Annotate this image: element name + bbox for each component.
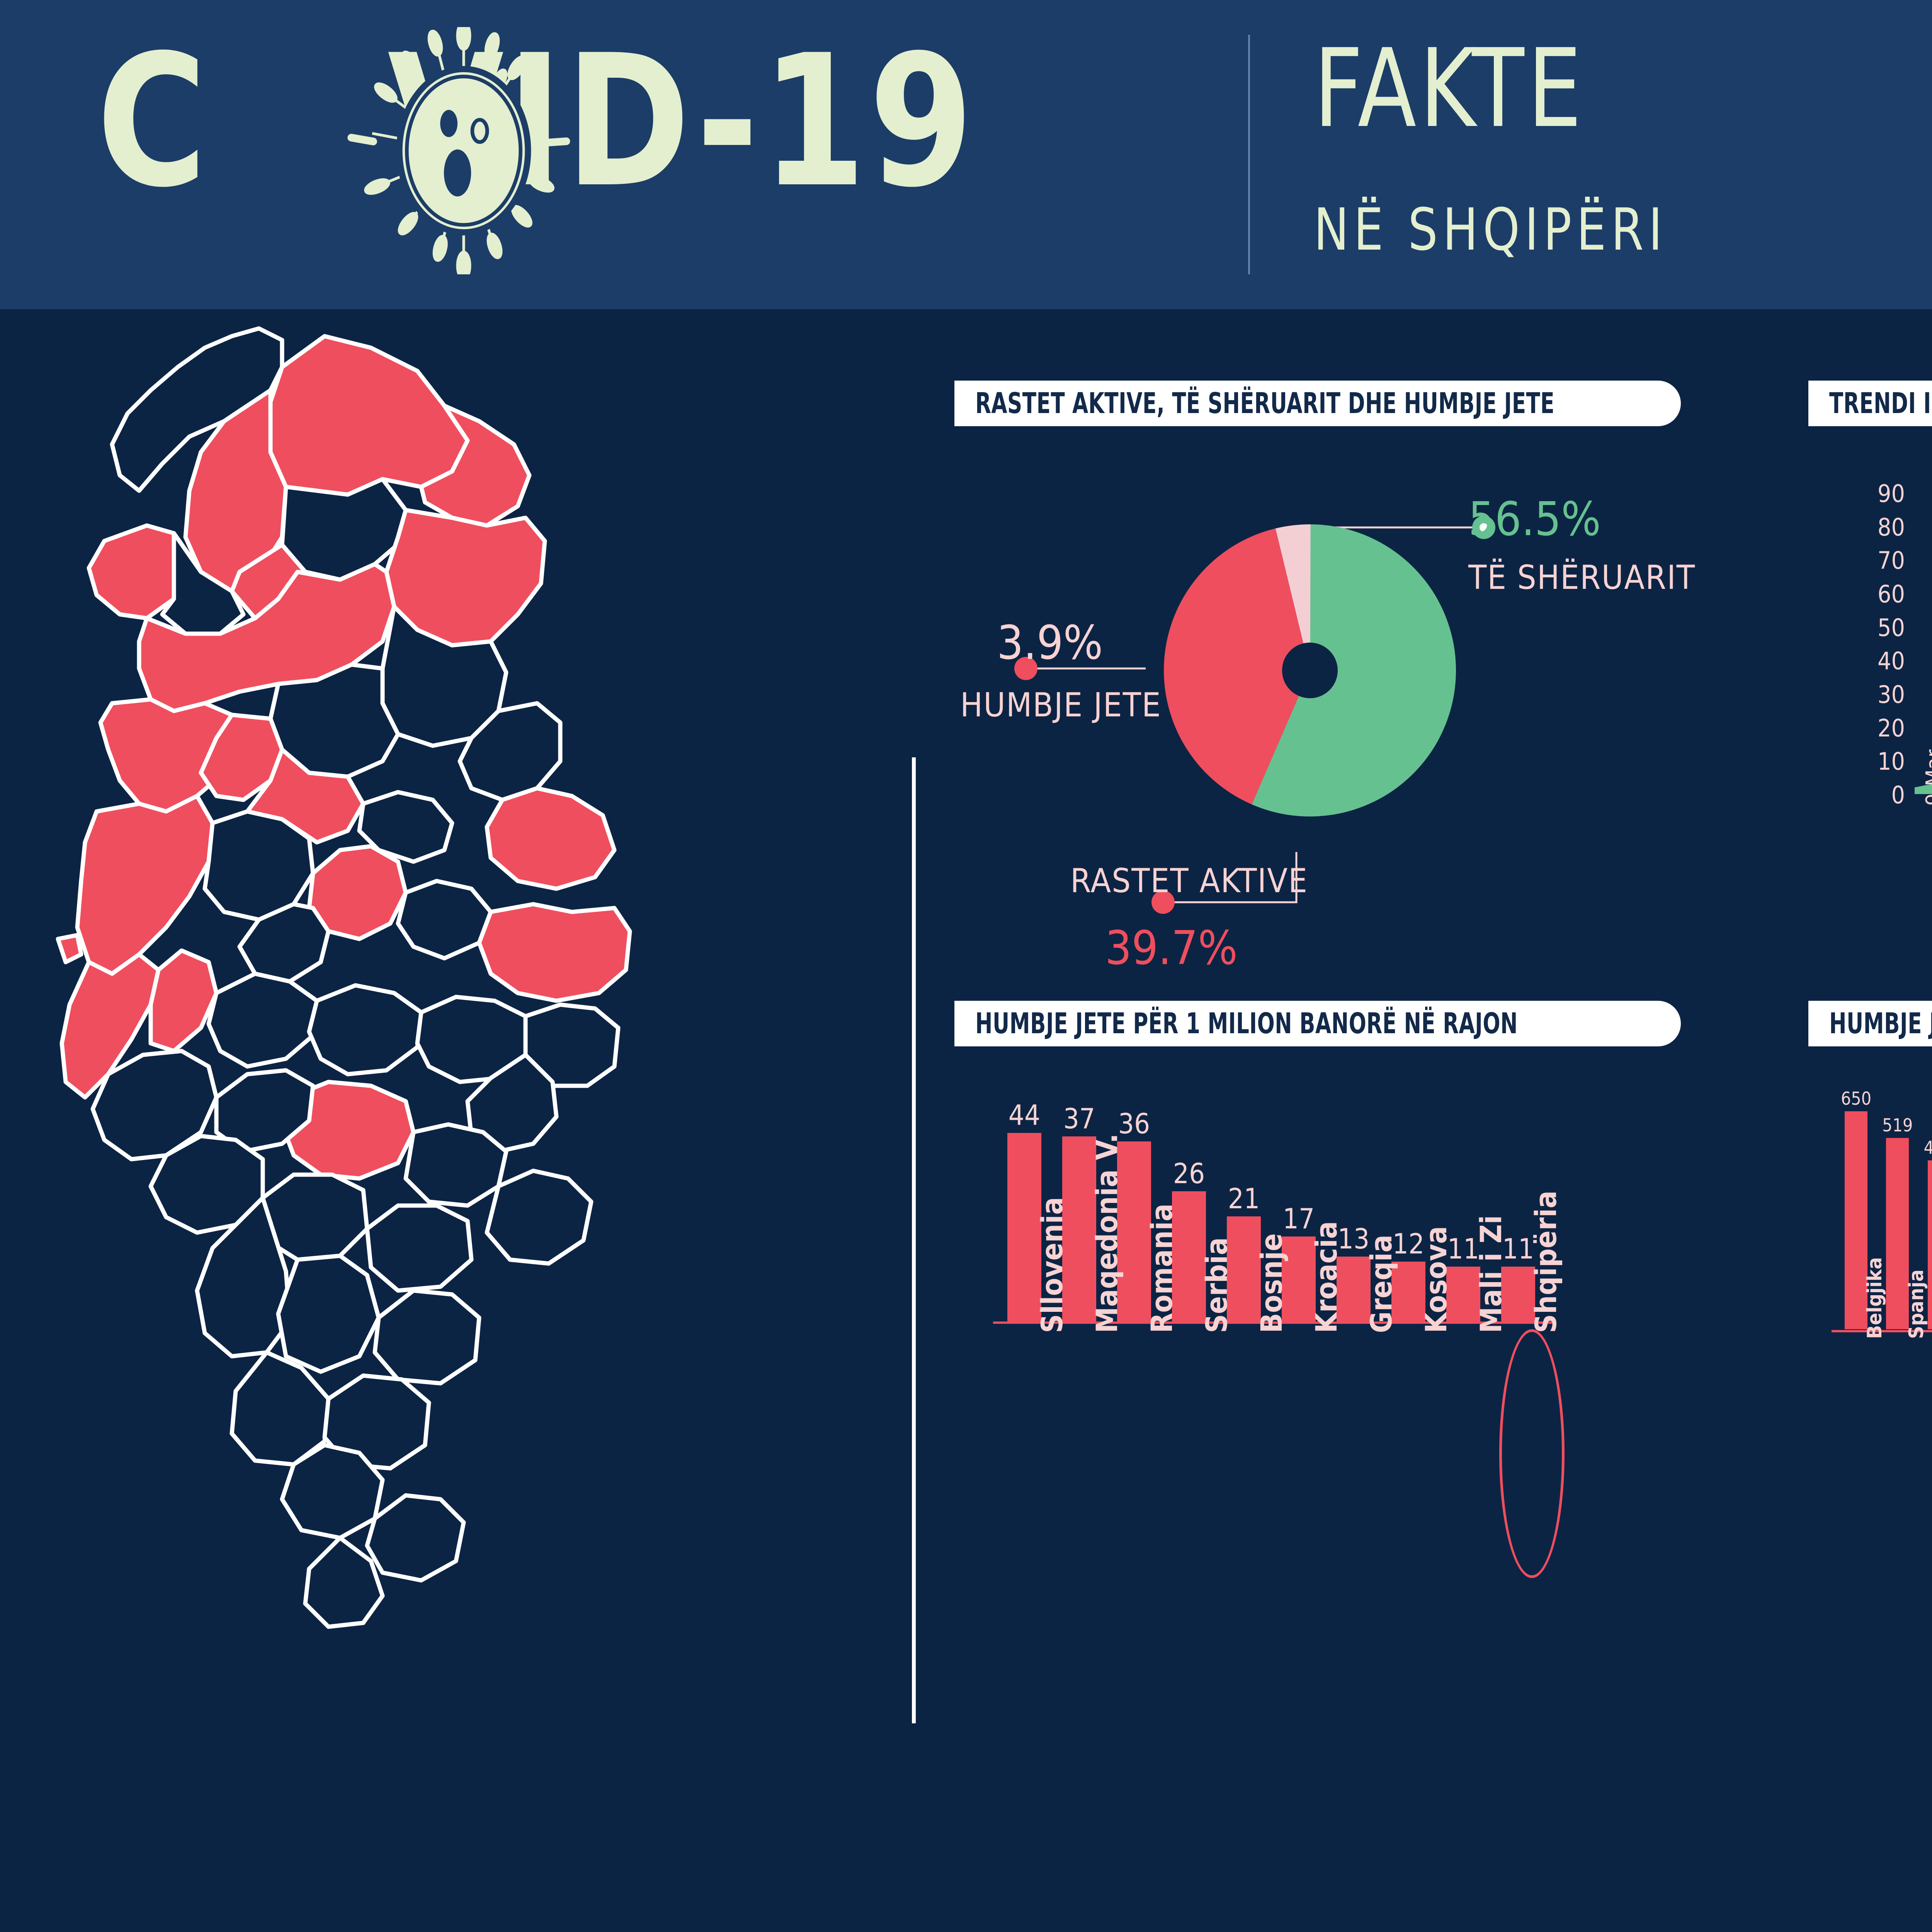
trend-y-tick: 70 [1851, 546, 1905, 575]
region-section-title: HUMBJE JETE PËR 1 MILION BANORË NË RAJON [954, 1001, 1681, 1046]
bar-value-label: 37 [1063, 1105, 1095, 1133]
bar-value-label: 458 [1924, 1139, 1932, 1156]
header-divider [1248, 35, 1250, 274]
donut-value-active: 39.7% [1105, 922, 1238, 975]
bar-category-label: Mali i Zi [1474, 1215, 1508, 1333]
vertical-divider [912, 757, 916, 1723]
cases-donut-panel: RASTET AKTIVE, TË SHËRUARIT DHE HUMBJE J… [954, 381, 1750, 980]
bar-category-label: Belgjika [1863, 1257, 1886, 1339]
trend-plot-area[interactable] [1915, 493, 1932, 794]
bar-category-label: Romania [1145, 1204, 1179, 1333]
bar-category-label: Shqipëria [1529, 1190, 1563, 1333]
donut-label-active: RASTET AKTIVE [1070, 862, 1308, 900]
bar-value-label: 519 [1882, 1116, 1913, 1134]
trend-y-tick: 90 [1851, 480, 1905, 508]
trend-section-title: TRENDI I RASTEVE TË SHTRUARA NË SPITAL [1808, 381, 1932, 426]
region-highlight-ellipse [1499, 1329, 1565, 1578]
page-subtitle: NË SHQIPËRI [1314, 201, 1932, 259]
europe-deaths-panel: HUMBJE JETE PËR 1 MILION BANORË NË EUROP… [1808, 1001, 1932, 1681]
bar-category-label: Greqia [1364, 1235, 1398, 1333]
bar-rect [1928, 1160, 1932, 1329]
donut-label-recovered: TË SHËRUARIT [1468, 558, 1696, 597]
bar-value-label: 21 [1228, 1185, 1260, 1213]
region-deaths-panel: HUMBJE JETE PËR 1 MILION BANORË NË RAJON… [954, 1001, 1750, 1681]
bar-category-label: Kroacia [1309, 1221, 1344, 1333]
covid-letter-c: C [97, 16, 210, 227]
coronavirus-icon [340, 27, 587, 274]
trend-y-tick: 60 [1851, 580, 1905, 608]
trend-y-tick: 20 [1851, 714, 1905, 742]
bar-category-label: Serbia [1199, 1237, 1234, 1333]
trend-x-tick: 9-Mar [1922, 750, 1932, 806]
trend-y-tick: 80 [1851, 513, 1905, 541]
albania-districts-map[interactable] [54, 325, 711, 1658]
bar-category-label: Kosova [1419, 1226, 1453, 1333]
hospital-trend-panel: TRENDI I RASTEVE TË SHTRUARA NË SPITAL 0… [1808, 381, 1932, 983]
trend-y-tick: 10 [1851, 747, 1905, 776]
bar-value-label: 26 [1173, 1160, 1205, 1187]
bar-value-label: 650 [1841, 1090, 1871, 1107]
donut-value-deaths: 3.9% [997, 616, 1103, 670]
cases-donut-chart[interactable] [1136, 497, 1484, 844]
trend-area-and-bars [1915, 493, 1932, 794]
donut-slice-deaths [1223, 583, 1397, 757]
albania-map-panel: ZONAT AKTIVE [23, 317, 896, 1716]
bar-category-label: Spanja [1905, 1269, 1928, 1339]
bar-value-label: 44 [1009, 1101, 1040, 1129]
bar-column[interactable]: 458 [1928, 1090, 1932, 1329]
europe-section-title: HUMBJE JETE PËR 1 MILION BANORË NË EUROP… [1808, 1001, 1932, 1046]
donut-label-deaths: HUMBJE JETE [960, 686, 1162, 724]
header-title-block: FAKTE NË SHQIPËRI [1314, 35, 1932, 259]
bar-category-label: Bosnje [1254, 1233, 1289, 1333]
page-title: FAKTE [1314, 35, 1932, 143]
bar-category-label: Sllovenia [1035, 1197, 1069, 1333]
bar-category-label: Maqedonia V. [1090, 1133, 1124, 1333]
trend-y-tick: 40 [1851, 647, 1905, 675]
trend-y-tick: 0 [1851, 781, 1905, 809]
trend-y-tick: 50 [1851, 614, 1905, 642]
trend-y-tick: 30 [1851, 680, 1905, 709]
donut-value-recovered: 56.5% [1468, 493, 1601, 546]
